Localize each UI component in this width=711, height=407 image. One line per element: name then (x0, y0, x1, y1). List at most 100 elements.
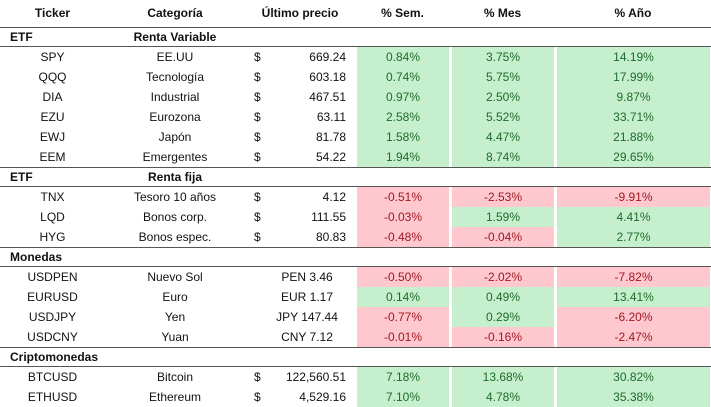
price: 81.78 (315, 130, 346, 144)
pct-ano: -9.91% (557, 187, 710, 207)
price: 603.18 (309, 70, 346, 84)
pct-ano: 35.38% (557, 387, 710, 407)
column-header: Último precio (261, 6, 339, 20)
section-label: Criptomonedas (10, 350, 99, 364)
column-header: % Mes (483, 6, 522, 20)
pct-sem: 7.10% (357, 387, 449, 407)
ticker: DIA (42, 90, 63, 104)
pct-mes: -2.53% (452, 187, 554, 207)
pct-sem: 1.58% (357, 127, 449, 147)
pct-ano: -6.20% (557, 307, 710, 327)
category: EE.UU (156, 50, 194, 64)
price: 467.51 (309, 90, 346, 104)
price: 4,529.16 (299, 390, 346, 404)
pct-sem: -0.01% (357, 327, 449, 347)
pct-mes: 5.75% (452, 67, 554, 87)
pct-sem: -0.51% (357, 187, 449, 207)
pct-ano: 13.41% (557, 287, 710, 307)
currency: $ (254, 150, 261, 164)
pct-sem: 0.14% (357, 287, 449, 307)
section-label: ETF (10, 30, 33, 44)
pct-mes: 4.78% (452, 387, 554, 407)
pct-sem: -0.03% (357, 207, 449, 227)
pct-sem: 1.94% (357, 147, 449, 167)
ticker: USDPEN (27, 270, 78, 284)
section-label: ETF (10, 170, 33, 184)
pct-mes: -0.16% (452, 327, 554, 347)
pct-sem: 2.58% (357, 107, 449, 127)
currency: $ (254, 110, 261, 124)
pct-mes: 8.74% (452, 147, 554, 167)
category: Tecnología (145, 70, 205, 84)
price: 54.22 (315, 150, 346, 164)
category: Bonos corp. (142, 210, 208, 224)
price: JPY 147.44 (276, 310, 338, 324)
pct-ano: 17.99% (557, 67, 710, 87)
pct-ano: 9.87% (557, 87, 710, 107)
category: Yen (164, 310, 186, 324)
pct-mes: 5.52% (452, 107, 554, 127)
price: 669.24 (309, 50, 346, 64)
column-header: Ticker (34, 6, 71, 20)
row-rule (0, 167, 711, 168)
pct-ano: 14.19% (557, 47, 710, 67)
ticker: ETHUSD (27, 390, 78, 404)
pct-sem: 7.18% (357, 367, 449, 387)
ticker: QQQ (38, 70, 67, 84)
pct-ano: 29.65% (557, 147, 710, 167)
pct-ano: 2.77% (557, 227, 710, 247)
currency: $ (254, 210, 261, 224)
price: 122,560.51 (285, 370, 346, 384)
pct-sem: 0.74% (357, 67, 449, 87)
price: 4.12 (322, 190, 346, 204)
pct-mes: -0.04% (452, 227, 554, 247)
pct-sem: 0.97% (357, 87, 449, 107)
price: 63.11 (316, 110, 346, 124)
category: Emergentes (142, 150, 208, 164)
price: EUR 1.17 (280, 290, 334, 304)
section-sublabel: Renta fija (147, 170, 202, 184)
pct-sem: -0.50% (357, 267, 449, 287)
ticker: EWJ (39, 130, 66, 144)
currency: $ (254, 70, 261, 84)
category: Tesoro 10 años (133, 190, 217, 204)
pct-sem: 0.84% (357, 47, 449, 67)
ticker: SPY (40, 50, 65, 64)
category: Euro (162, 290, 188, 304)
section-label: Monedas (10, 250, 63, 264)
currency: $ (254, 390, 261, 404)
pct-sem: -0.48% (357, 227, 449, 247)
row-rule (0, 247, 711, 248)
pct-ano: -2.47% (557, 327, 710, 347)
pct-mes: 4.47% (452, 127, 554, 147)
category: Industrial (150, 90, 200, 104)
price: 80.83 (315, 230, 346, 244)
ticker: EURUSD (27, 290, 78, 304)
pct-ano: 33.71% (557, 107, 710, 127)
currency: $ (254, 230, 261, 244)
row-rule (0, 46, 711, 47)
currency: $ (254, 370, 261, 384)
pct-mes: 13.68% (452, 367, 554, 387)
ticker: HYG (39, 230, 66, 244)
category: Bonos espec. (138, 230, 212, 244)
pct-mes: 1.59% (452, 207, 554, 227)
pct-sem: -0.77% (357, 307, 449, 327)
currency: $ (254, 90, 261, 104)
currency: $ (254, 190, 261, 204)
category: Japón (158, 130, 192, 144)
row-rule (0, 366, 711, 367)
price: CNY 7.12 (281, 330, 333, 344)
ticker: BTCUSD (27, 370, 78, 384)
row-rule (0, 186, 711, 187)
currency: $ (254, 50, 261, 64)
column-header: Categoría (147, 6, 203, 20)
price: PEN 3.46 (281, 270, 333, 284)
category: Nuevo Sol (147, 270, 203, 284)
currency: $ (254, 130, 261, 144)
pct-mes: 3.75% (452, 47, 554, 67)
column-header: % Sem. (381, 6, 424, 20)
category: Bitcoin (156, 370, 194, 384)
ticker: USDCNY (27, 330, 78, 344)
